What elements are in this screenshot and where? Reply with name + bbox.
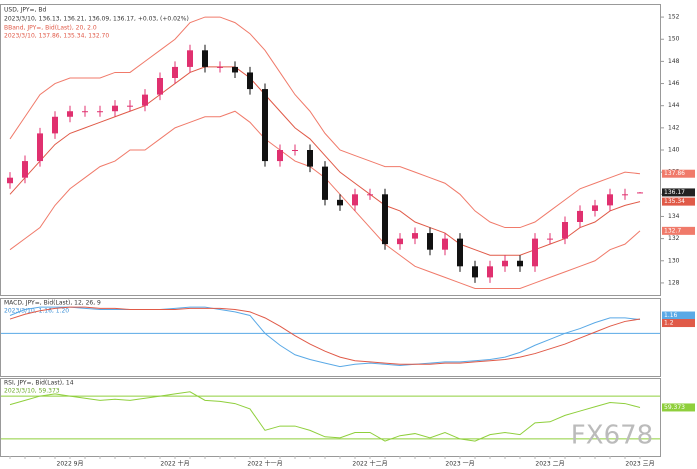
candle-body — [457, 238, 463, 267]
y-tick-label: 142 — [668, 124, 680, 131]
candle-body — [112, 105, 118, 112]
candle-body — [292, 150, 298, 151]
y-tick-label: 152 — [668, 14, 680, 21]
y-tick-label: 134 — [668, 213, 680, 220]
candle-body — [547, 238, 553, 240]
candle-body — [577, 210, 583, 222]
value-box — [662, 403, 695, 412]
macd-title: MACD, JPY=, Bid(Last), 12, 26, 9 — [4, 300, 101, 307]
candle-body — [22, 161, 28, 178]
series-line — [9, 16, 641, 229]
value-box-label: 59.373 — [664, 404, 685, 411]
rsi-panel — [0, 378, 661, 457]
y-tick-label: 128 — [668, 279, 680, 286]
candle-body — [142, 94, 148, 106]
x-tick-label: 2023 三月 — [625, 461, 654, 468]
value-box — [662, 197, 695, 206]
value-box — [662, 319, 695, 328]
x-tick-label: 2023 一月 — [445, 461, 474, 468]
candle-body — [382, 194, 388, 245]
candle-body — [562, 222, 568, 239]
candle-body — [397, 238, 403, 245]
y-tick-label: 148 — [668, 58, 680, 65]
macd-panel — [0, 298, 661, 377]
y-tick-label: 150 — [668, 36, 680, 43]
annotation: 2023/3/10, 137.86, 135.34, 132.70 — [4, 33, 109, 40]
rsi-title: RSI, JPY=, Bid(Last), 14 — [4, 380, 74, 387]
value-box-label: 135.34 — [664, 198, 685, 205]
candle-body — [277, 150, 283, 162]
value-box — [662, 188, 695, 197]
candle-body — [262, 89, 268, 162]
candle-body — [517, 260, 523, 267]
candle-body — [607, 194, 613, 206]
series-line — [9, 306, 641, 368]
candle-body — [82, 111, 88, 113]
candle-body — [322, 166, 328, 200]
x-tick-label: 2022 十二月 — [352, 460, 387, 468]
candle-body — [67, 111, 73, 117]
candle-body — [637, 192, 643, 194]
candle-body — [307, 150, 313, 167]
value-box-label: 136.17 — [664, 189, 685, 196]
candle-body — [622, 194, 628, 196]
candle-body — [217, 66, 223, 68]
candle-body — [352, 194, 358, 206]
watermark: FX678 — [571, 421, 653, 451]
candle-body — [487, 266, 493, 278]
candle-body — [37, 133, 43, 162]
candle-body — [127, 105, 133, 107]
value-box-label: 1.2 — [664, 320, 674, 327]
chart-subtitle: 2023/3/10, 136.13, 136.21, 136.09, 136.1… — [4, 16, 189, 23]
x-tick-label: 2022 十月 — [160, 460, 189, 468]
value-box-label: 1.16 — [664, 312, 678, 319]
x-tick-label: 2022 十一月 — [247, 460, 282, 468]
candle-body — [337, 199, 343, 206]
value-box — [662, 169, 695, 178]
y-tick-label: 130 — [668, 257, 680, 264]
candle-body — [427, 233, 433, 250]
candle-body — [502, 260, 508, 267]
candle-body — [367, 194, 373, 196]
candle-body — [97, 111, 103, 113]
x-tick-label: 2023 二月 — [535, 461, 564, 468]
y-tick-label: 132 — [668, 235, 680, 242]
candle-body — [592, 205, 598, 211]
candle-body — [7, 177, 13, 184]
chart-title: USD, JPY=, Bd — [4, 7, 47, 14]
annotation: BBand, JPY=, Bid(Last), 20, 2.0 — [4, 25, 97, 32]
series-line — [9, 391, 641, 442]
value-box-label: 132.7 — [664, 227, 681, 234]
candle-body — [52, 116, 58, 134]
candle-body — [232, 66, 238, 73]
value-box-label: 137.86 — [664, 170, 685, 177]
candle-body — [412, 233, 418, 239]
x-tick-label: 2022 9月 — [57, 461, 84, 468]
candle-body — [472, 266, 478, 278]
y-tick-label: 144 — [668, 102, 680, 109]
candle-body — [202, 50, 208, 67]
y-tick-label: 140 — [668, 147, 680, 154]
rsi-subtitle: 2023/3/10, 59.373 — [4, 388, 60, 395]
candle-body — [247, 72, 253, 90]
value-box — [662, 311, 695, 320]
candle-body — [442, 238, 448, 250]
value-box — [662, 226, 695, 235]
candle-body — [532, 238, 538, 267]
candle-body — [157, 78, 163, 95]
y-tick-label: 146 — [668, 80, 680, 87]
candle-body — [187, 50, 193, 67]
candle-body — [172, 66, 178, 78]
series-line — [9, 306, 641, 365]
